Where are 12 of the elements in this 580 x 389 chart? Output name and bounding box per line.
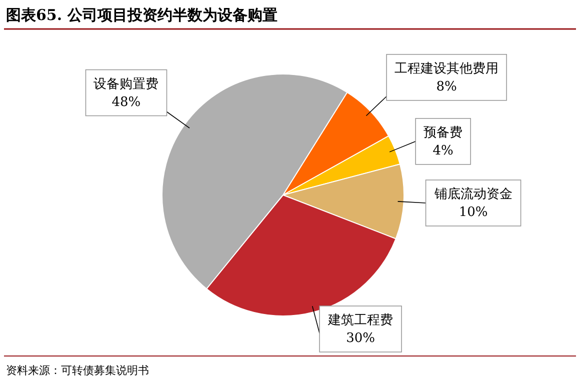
- slice-label: 工程建设其他费用: [394, 61, 499, 76]
- data-label: 48%: [112, 94, 141, 110]
- chart-title: 图表65. 公司项目投资约半数为设备购置: [6, 6, 278, 24]
- slice-label: 设备购置费: [94, 76, 159, 92]
- slice-label: 预备费: [424, 125, 463, 140]
- data-label: 8%: [436, 79, 457, 94]
- slice-label: 铺底流动资金: [433, 186, 512, 202]
- data-label: 30%: [346, 331, 375, 346]
- slice-label: 建筑工程费: [327, 313, 394, 328]
- data-label: 4%: [432, 143, 454, 158]
- data-label: 10%: [458, 204, 488, 220]
- text: 资料来源：可转债募集说明书: [6, 364, 149, 377]
